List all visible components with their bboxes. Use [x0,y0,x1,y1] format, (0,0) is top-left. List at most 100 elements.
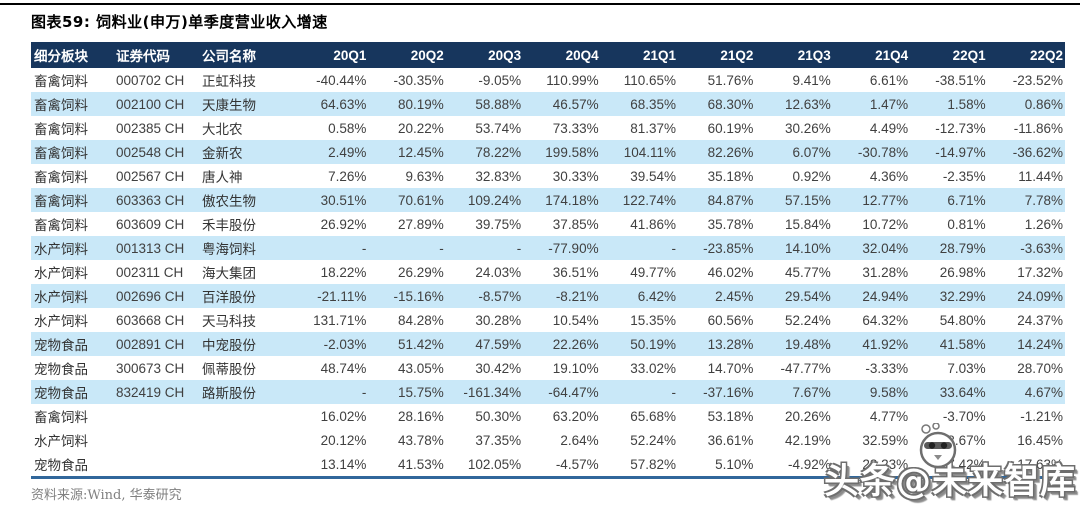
value-cell: 2.64% [560,432,599,448]
value-cell: 6.07% [792,144,831,160]
segment-cell: 宠物食品 [34,338,88,354]
table-row: 畜禽饲料 002385 CH 大北农 0.58% 20.22% 53.74% 73.33% 8… [31,116,1065,140]
value-cell: 110.99% [546,72,599,88]
table-row: 畜禽饲料 002100 CH 天康生物 64.63% 80.19% 58.88% 46.57… [31,92,1065,116]
value-cell: -9.05% [478,72,522,88]
value-cell: 48.74% [320,360,367,376]
value-cell: 6.42% [637,288,676,304]
segment-cell: 畜禽饲料 [34,218,88,234]
value-cell: 110.65% [623,72,676,88]
value-cell: -4.92% [788,456,831,472]
value-cell: -64.47% [548,384,599,400]
value-cell: 7.26% [328,168,367,184]
column-header-证券代码: 证券代码 [116,49,170,64]
value-cell: 18.22% [320,264,367,280]
value-cell: 14.24% [1017,336,1063,352]
value-cell: 12.77% [862,192,909,208]
value-cell: 80.19% [398,96,444,112]
value-cell: -1.21% [1020,408,1063,424]
value-cell: 15.84% [785,216,831,232]
value-cell: 54.80% [939,312,986,328]
value-cell: 57.15% [785,192,831,208]
company-cell: 金新农 [202,146,243,162]
value-cell: 52.24% [630,432,676,448]
value-cell: -12.73% [935,120,986,136]
value-cell: 46.02% [707,264,754,280]
column-header-21Q1: 21Q1 [642,47,676,63]
segment-cell: 水产饲料 [34,434,88,450]
value-cell: 27.89% [398,216,444,232]
ticker-cell: 832419 CH [116,384,185,400]
value-cell: - [361,240,367,256]
segment-cell: 水产饲料 [34,266,88,282]
value-cell: 104.11% [623,144,676,160]
value-cell: 13.28% [707,336,754,352]
value-cell: 12.45% [398,144,444,160]
company-cell: 海大集团 [202,266,256,282]
column-header-20Q3: 20Q3 [488,47,522,63]
value-cell: 78.22% [475,144,522,160]
value-cell: 4.77% [869,408,909,424]
value-cell: 4.49% [869,120,909,136]
ticker-cell: 002696 CH [116,288,185,304]
value-cell: 7.03% [947,360,986,376]
company-cell: 天康生物 [202,98,256,114]
table-row: 水产饲料 002696 CH 百洋股份 -21.11% -15.16% -8.57% -8.… [31,284,1065,308]
column-header-细分板块: 细分板块 [34,49,88,64]
segment-cell: 水产饲料 [34,290,88,306]
value-cell: 68.30% [707,96,754,112]
value-cell: 11.44% [1018,168,1063,184]
value-cell: 30.42% [475,360,522,376]
value-cell: 0.58% [328,120,367,136]
source-note: 资料来源:Wind, 华泰研究 [31,488,182,503]
value-cell: -47.77% [780,360,831,376]
value-cell: 6.61% [869,72,909,88]
value-cell: 4.36% [869,168,909,184]
table-body: 畜禽饲料 000702 CH 正虹科技 -40.44% -30.35% -9.05% 110… [31,68,1065,479]
company-cell: 佩蒂股份 [202,362,256,378]
value-cell: 35.18% [707,168,754,184]
segment-cell: 水产饲料 [34,242,88,258]
value-cell: 9.58% [869,384,909,400]
segment-cell: 畜禽饲料 [34,74,88,90]
value-cell: 41.53% [398,456,444,472]
segment-cell: 畜禽饲料 [34,122,88,138]
top-rule [0,3,1080,5]
value-cell: -37.16% [703,384,754,400]
ticker-cell: 002567 CH [116,168,185,184]
value-cell: 20.22% [398,120,444,136]
value-cell: 82.26% [707,144,754,160]
value-cell: -14.97% [935,144,986,160]
value-cell: 43.78% [398,432,444,448]
value-cell: -40.44% [316,72,367,88]
value-cell: 64.63% [320,96,367,112]
value-cell: 81.37% [630,120,676,136]
value-cell: -23.52% [1012,72,1063,88]
value-cell: 37.85% [552,216,599,232]
value-cell: 51.42% [398,336,444,352]
value-cell: 24.09% [1017,288,1063,304]
value-cell: 35.78% [707,216,754,232]
ticker-cell: 000702 CH [116,72,185,88]
value-cell: 70.61% [398,192,444,208]
value-cell: 47.59% [475,336,522,352]
value-cell: 14.70% [707,360,754,376]
value-cell: 15.35% [630,312,676,328]
value-cell: 39.54% [630,168,676,184]
value-cell: -77.90% [548,240,599,256]
value-cell: 30.28% [475,312,522,328]
value-cell: 28.67% [939,432,986,448]
value-cell: 22.26% [552,336,599,352]
table-row: 畜禽饲料 603363 CH 傲农生物 30.51% 70.61% 109.24% 174.… [31,188,1065,212]
value-cell: 0.92% [792,168,831,184]
value-cell: 7.67% [792,384,831,400]
value-cell: 13.14% [320,456,367,472]
value-cell: 36.61% [707,432,754,448]
value-cell: -21.11% [317,288,367,304]
value-cell: 23.23% [862,456,909,472]
value-cell: 30.51% [320,192,367,208]
company-cell: 路斯股份 [202,386,256,402]
segment-cell: 畜禽饲料 [34,98,88,114]
value-cell: 28.70% [1017,360,1063,376]
value-cell: 26.92% [320,216,367,232]
